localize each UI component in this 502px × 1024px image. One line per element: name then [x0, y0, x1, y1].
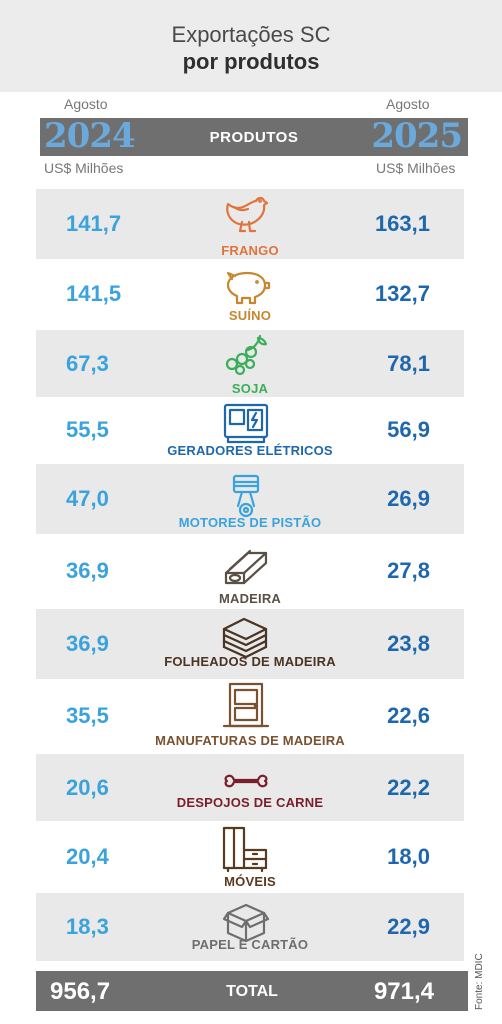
value-2025: 163,1	[374, 211, 430, 236]
generator-icon	[220, 400, 272, 446]
unit-right: US$ Milhões	[376, 160, 456, 176]
month-right: Agosto	[386, 96, 430, 112]
total-bar: 956,7 TOTAL 971,4	[36, 971, 468, 1011]
value-2024: 20,6	[66, 775, 109, 800]
product-label: FOLHEADOS DE MADEIRA	[164, 654, 336, 669]
page-title: Exportações SC	[171, 22, 331, 47]
value-2024: 67,3	[66, 351, 109, 376]
year-right: 2025	[371, 116, 463, 156]
page-subtitle: por produtos	[182, 49, 320, 74]
table-row: 18,3 PAPEL E CARTÃO 22,9	[36, 893, 464, 961]
table-row: 35,5 MANUFATURAS DE MADEIRA 22,6	[36, 680, 464, 752]
value-2024: 141,7	[66, 211, 122, 236]
year-left: 2024	[44, 116, 136, 156]
furniture-icon	[220, 826, 272, 873]
table-row: 141,7 FRANGO 163,1	[36, 189, 464, 259]
table-row: 36,9 MADEIRA 27,8	[36, 535, 464, 607]
source-note: Fonte: MDIC	[474, 953, 485, 1010]
total-label: TOTAL	[226, 983, 278, 1000]
value-2024: 20,4	[66, 844, 109, 869]
product-label: SUÍNO	[228, 308, 272, 323]
value-2025: 27,8	[387, 558, 430, 583]
table-row: 47,0 MOTORES DE PISTÃO 26,9	[36, 464, 464, 534]
product-label: MÓVEIS	[224, 874, 276, 889]
table-row: 141,5 SUÍNO 132,7	[36, 261, 464, 327]
value-2025: 22,6	[387, 703, 430, 728]
value-2025: 22,9	[387, 914, 430, 939]
table-row: 20,4 MÓVEIS 18,0	[36, 822, 464, 892]
value-2024: 47,0	[66, 486, 109, 511]
unit-left: US$ Milhões	[44, 160, 124, 176]
table-row: 36,9 FOLHEADOS DE MADEIRA 23,8	[36, 609, 464, 679]
value-2024: 55,5	[66, 417, 109, 442]
value-2024: 35,5	[66, 703, 109, 728]
value-2025: 78,1	[387, 351, 430, 376]
value-2025: 56,9	[387, 417, 430, 442]
value-2024: 18,3	[66, 914, 109, 939]
door-icon	[220, 682, 272, 728]
total-2025: 971,4	[373, 978, 434, 1005]
product-label: MOTORES DE PISTÃO	[178, 515, 322, 530]
title-band: Exportações SC por produtos	[0, 0, 502, 92]
table-row: 55,5 GERADORES ELÉTRICOS 56,9	[36, 398, 464, 462]
product-label: DESPOJOS DE CARNE	[176, 795, 324, 810]
value-2024: 141,5	[66, 281, 122, 306]
value-2024: 36,9	[66, 558, 109, 583]
product-label: PAPEL E CARTÃO	[191, 937, 309, 952]
total-2024: 956,7	[50, 978, 111, 1005]
veneer-icon	[220, 615, 272, 661]
value-2025: 26,9	[387, 486, 430, 511]
soybean-icon	[220, 332, 272, 378]
box-icon	[220, 897, 272, 943]
value-2025: 23,8	[387, 631, 430, 656]
bone-icon	[220, 762, 272, 808]
product-label: FRANGO	[221, 243, 279, 258]
value-2024: 36,9	[66, 631, 109, 656]
product-label: MADEIRA	[218, 591, 282, 606]
value-2025: 22,2	[387, 775, 430, 800]
product-label: SOJA	[231, 381, 269, 396]
header-bar: 2024 PRODUTOS 2025	[40, 116, 468, 156]
value-2025: 132,7	[374, 281, 430, 306]
pig-icon	[220, 265, 272, 311]
chicken-icon	[220, 193, 272, 239]
table-row: 67,3 SOJA 78,1	[36, 330, 464, 397]
wood-icon	[220, 543, 272, 589]
month-left: Agosto	[64, 96, 108, 112]
product-label: MANUFATURAS DE MADEIRA	[155, 733, 345, 748]
column-label: PRODUTOS	[209, 129, 299, 146]
piston-icon	[220, 473, 272, 519]
product-label: GERADORES ELÉTRICOS	[167, 443, 333, 458]
table-row: 20,6 DESPOJOS DE CARNE 22,2	[36, 754, 464, 821]
value-2025: 18,0	[387, 844, 430, 869]
